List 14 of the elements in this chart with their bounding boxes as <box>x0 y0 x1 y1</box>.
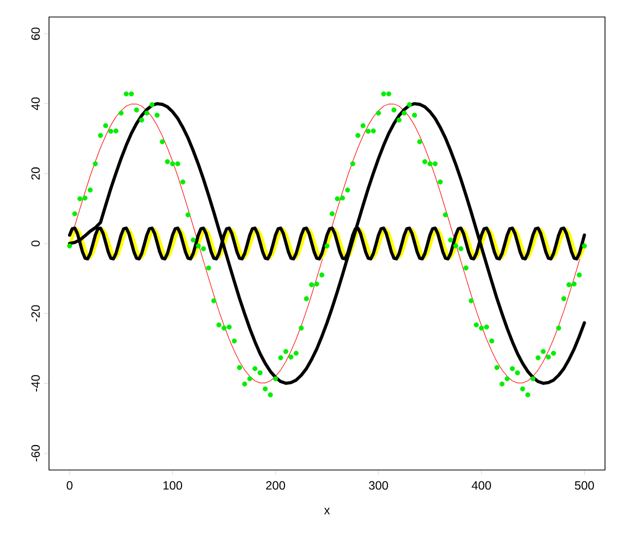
x-tick-label: 0 <box>66 481 72 490</box>
y-tick-label: -40 <box>31 375 40 392</box>
y-tick-label: -20 <box>31 305 40 322</box>
y-tick-label: -60 <box>31 445 40 462</box>
x-tick-label: 500 <box>574 481 594 490</box>
x-axis-title: x <box>324 508 330 514</box>
x-tick-label: 400 <box>472 481 491 490</box>
y-tick-label: 60 <box>31 28 40 40</box>
x-tick-label: 300 <box>368 481 388 490</box>
y-tick-label: 40 <box>31 97 40 110</box>
y-tick-label: 0 <box>31 240 40 246</box>
x-tick-label: 200 <box>266 481 286 490</box>
y-tick-label: 20 <box>31 167 40 180</box>
x-tick-label: 100 <box>163 481 182 490</box>
